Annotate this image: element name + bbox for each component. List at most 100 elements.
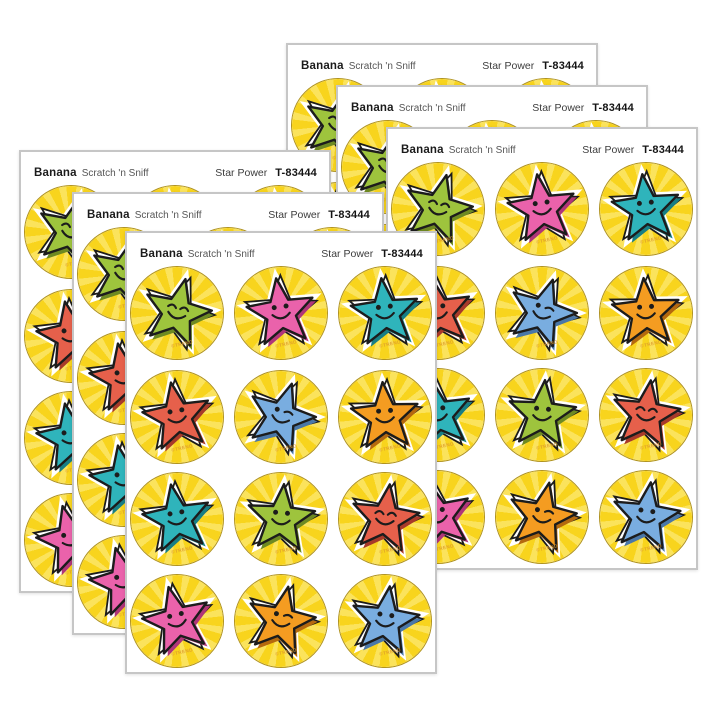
- smiley-face: [532, 199, 552, 216]
- star-sticker-blue: ©TREND: [495, 266, 589, 360]
- sheet-title-right: Star Power T-83444: [321, 244, 423, 262]
- star-icon: [138, 269, 222, 355]
- sheet-title-right: Star Power T-83444: [582, 140, 684, 158]
- smiley-face: [532, 507, 555, 524]
- star-icon: [341, 372, 427, 456]
- star-sticker-green: ©TREND: [495, 368, 589, 462]
- star-sticker-teal: ©TREND: [338, 266, 432, 360]
- sheet-header: Banana Scratch 'n Sniff Star Power T-83444: [127, 233, 435, 262]
- smiley-face: [271, 509, 291, 526]
- star-icon: [132, 372, 217, 458]
- sheet-header: Banana Scratch 'n Sniff Star Power T-83444: [388, 129, 696, 158]
- star-sticker-pink: ©TREND: [495, 162, 589, 256]
- series-label: Star Power: [582, 144, 635, 156]
- sticker-grid: ©TREND©TREND©TREND©TREND©TREND©TREND©TRE…: [127, 233, 435, 672]
- star-sticker-red: ©TREND: [130, 370, 224, 464]
- sticker-sheet: Banana Scratch 'n Sniff Star Power T-83444…: [386, 127, 698, 570]
- series-label: Star Power: [321, 248, 374, 260]
- star-sticker-red: ©TREND: [599, 368, 693, 462]
- smiley-face: [428, 199, 451, 216]
- smiley-face: [375, 303, 395, 320]
- star-icon: [344, 576, 430, 661]
- brand-label: Banana: [301, 60, 344, 72]
- star-sticker-teal: ©TREND: [599, 162, 693, 256]
- sku-label: T-83444: [328, 209, 370, 221]
- series-label: Star Power: [482, 60, 535, 72]
- sheet-title-right: Star Power T-83444: [268, 205, 370, 223]
- brand-label: Banana: [140, 248, 183, 260]
- smiley-face: [375, 407, 395, 424]
- smiley-face: [374, 510, 397, 526]
- sheet-header: Banana Scratch 'n Sniff Star Power T-83444: [288, 45, 596, 74]
- smiley-face: [532, 405, 552, 422]
- star-icon: [132, 474, 217, 560]
- smiley-face: [532, 302, 555, 320]
- scent-label: Scratch 'n Sniff: [398, 103, 466, 114]
- star-icon: [602, 268, 688, 352]
- sku-label: T-83444: [592, 102, 634, 114]
- brand-label: Banana: [34, 167, 77, 179]
- sheet-title-left: Banana Scratch 'n Sniff: [351, 98, 466, 116]
- sheet-header: Banana Scratch 'n Sniff Star Power T-83444: [21, 152, 329, 181]
- smiley-face: [375, 611, 395, 628]
- star-sticker-green: ©TREND: [391, 162, 485, 256]
- sheet-title-left: Banana Scratch 'n Sniff: [301, 56, 416, 74]
- star-sticker-green: ©TREND: [130, 266, 224, 360]
- sku-label: T-83444: [381, 248, 423, 260]
- star-sticker-orange: ©TREND: [234, 574, 328, 668]
- star-sticker-pink: ©TREND: [130, 574, 224, 668]
- star-icon: [497, 164, 583, 249]
- star-icon: [344, 474, 430, 559]
- smiley-face: [636, 507, 656, 524]
- star-sticker-teal: ©TREND: [130, 472, 224, 566]
- smiley-face: [636, 303, 656, 320]
- star-icon: [605, 370, 691, 455]
- star-icon: [502, 472, 587, 559]
- sticker-sheet: Banana Scratch 'n Sniff Star Power T-83444…: [125, 231, 437, 674]
- star-icon: [500, 370, 586, 454]
- star-icon: [605, 472, 691, 557]
- smiley-face: [271, 406, 294, 424]
- sku-label: T-83444: [275, 167, 317, 179]
- star-sticker-green: ©TREND: [234, 472, 328, 566]
- smiley-face: [635, 406, 658, 422]
- star-icon: [601, 164, 688, 249]
- smiley-face: [167, 610, 187, 628]
- star-sticker-blue: ©TREND: [338, 574, 432, 668]
- star-icon: [505, 270, 588, 356]
- sheet-title-left: Banana Scratch 'n Sniff: [34, 163, 149, 181]
- series-label: Star Power: [268, 209, 321, 221]
- star-sticker-orange: ©TREND: [495, 470, 589, 564]
- star-icon: [132, 577, 216, 663]
- sheet-title-right: Star Power T-83444: [482, 56, 584, 74]
- star-sticker-blue: ©TREND: [599, 470, 693, 564]
- star-sticker-orange: ©TREND: [599, 266, 693, 360]
- star-sticker-pink: ©TREND: [234, 266, 328, 360]
- scent-label: Scratch 'n Sniff: [81, 168, 149, 179]
- scent-label: Scratch 'n Sniff: [134, 210, 202, 221]
- smiley-face: [636, 199, 656, 216]
- sheet-title-right: Star Power T-83444: [215, 163, 317, 181]
- smiley-face: [167, 509, 187, 526]
- scent-label: Scratch 'n Sniff: [448, 145, 516, 156]
- smiley-face: [271, 611, 294, 628]
- star-icon: [239, 474, 325, 558]
- series-label: Star Power: [532, 102, 585, 114]
- star-icon: [241, 576, 326, 663]
- star-icon: [236, 268, 322, 353]
- sheet-title-right: Star Power T-83444: [532, 98, 634, 116]
- star-icon: [399, 165, 483, 251]
- star-sticker-orange: ©TREND: [338, 370, 432, 464]
- star-icon: [340, 268, 427, 353]
- series-label: Star Power: [215, 167, 268, 179]
- smiley-face: [167, 303, 190, 320]
- sheet-header: Banana Scratch 'n Sniff Star Power T-83444: [74, 194, 382, 223]
- brand-label: Banana: [87, 209, 130, 221]
- sheet-title-left: Banana Scratch 'n Sniff: [140, 244, 255, 262]
- star-sticker-red: ©TREND: [338, 472, 432, 566]
- brand-label: Banana: [351, 102, 394, 114]
- sheet-title-left: Banana Scratch 'n Sniff: [401, 140, 516, 158]
- smiley-face: [167, 407, 187, 424]
- star-icon: [244, 374, 327, 460]
- sku-label: T-83444: [642, 144, 684, 156]
